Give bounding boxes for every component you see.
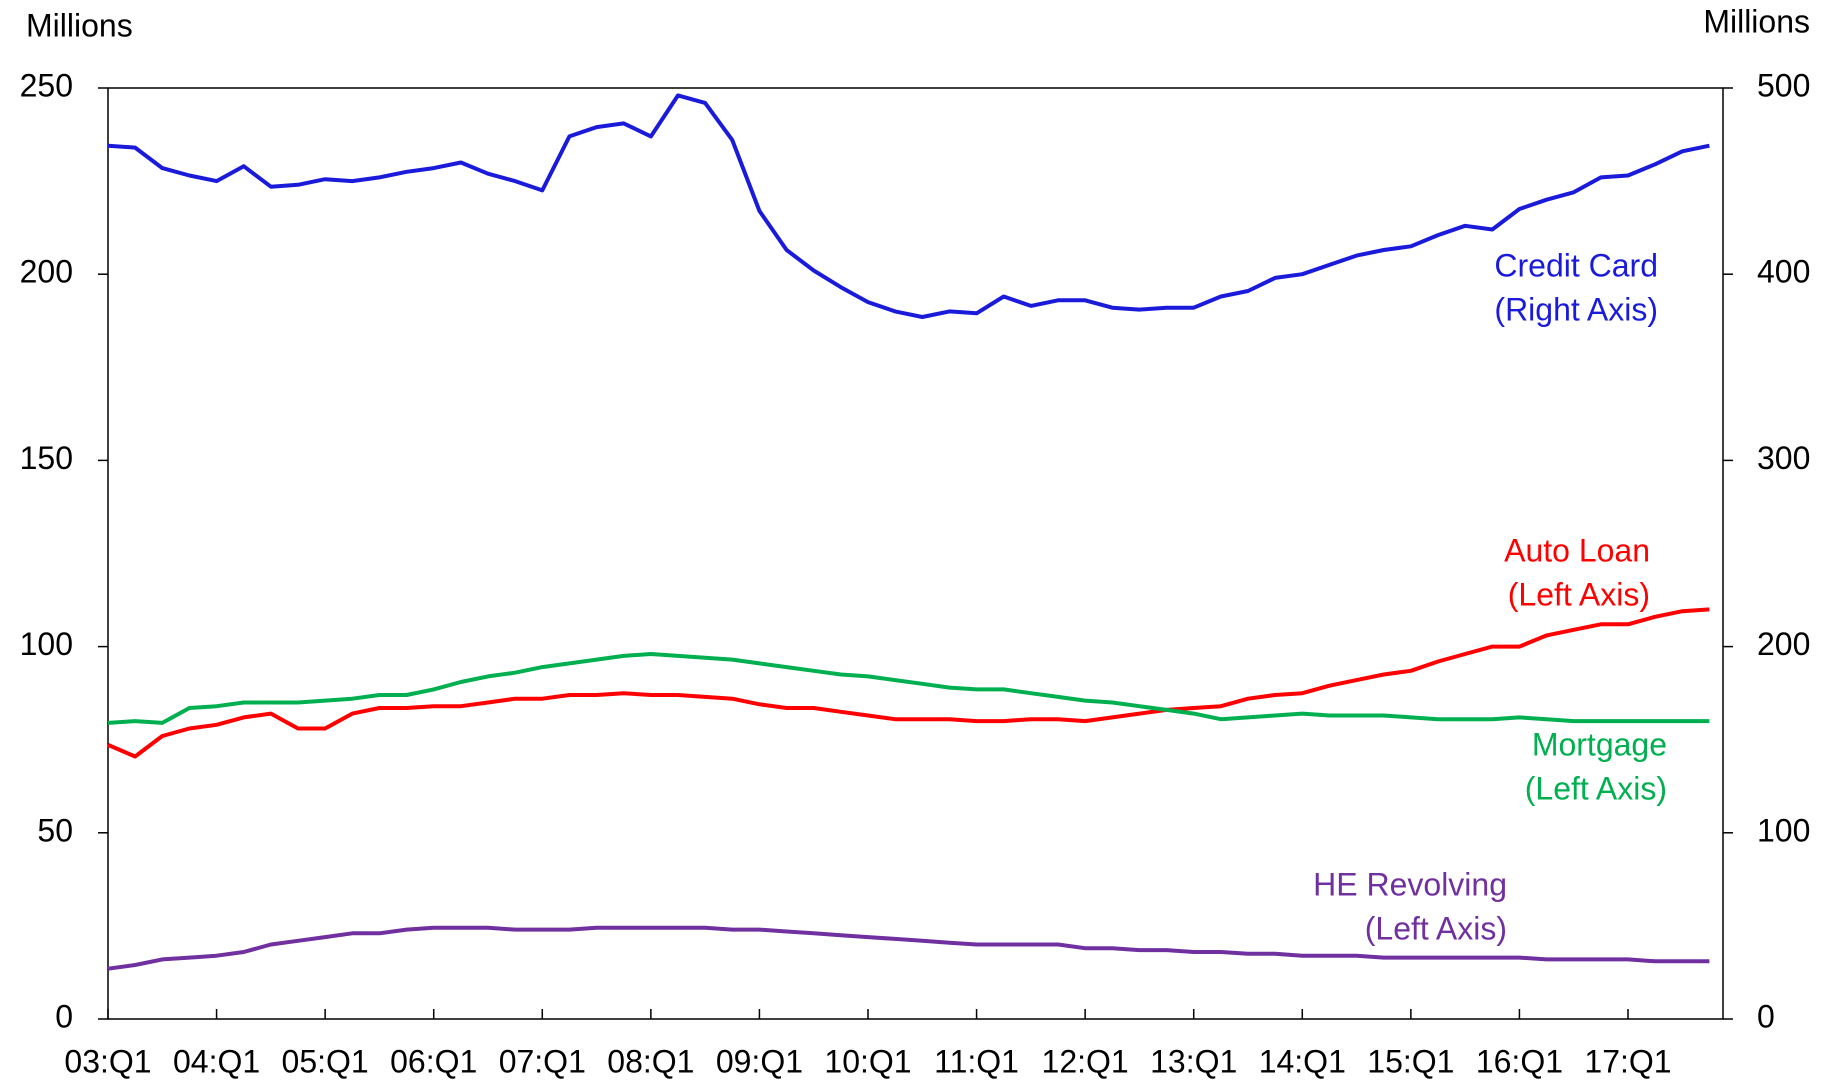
y2-tick-label: 400 <box>1757 254 1810 290</box>
x-tick-label: 10:Q1 <box>824 1043 911 1079</box>
y-tick-label: 0 <box>55 998 73 1034</box>
series-line <box>107 93 1710 319</box>
series-label: Auto Loan <box>1504 532 1650 568</box>
series-label: Mortgage <box>1532 726 1667 762</box>
x-tick-label: 14:Q1 <box>1259 1043 1346 1079</box>
y2-tick-label: 300 <box>1757 440 1810 476</box>
x-tick-label: 07:Q1 <box>499 1043 586 1079</box>
y2-tick-label: 100 <box>1757 812 1810 848</box>
y-axis-label: Millions <box>26 7 133 43</box>
x-tick-label: 05:Q1 <box>282 1043 369 1079</box>
plot-frame <box>107 87 1724 1020</box>
series-note: (Right Axis) <box>1494 291 1658 327</box>
y2-tick-label: 200 <box>1757 626 1810 662</box>
y2-axis-label: Millions <box>1703 3 1810 39</box>
x-tick-label: 03:Q1 <box>64 1043 151 1079</box>
x-tick-label: 15:Q1 <box>1367 1043 1454 1079</box>
y-tick-label: 50 <box>37 812 73 848</box>
x-tick-label: 12:Q1 <box>1042 1043 1129 1079</box>
series-note: (Left Axis) <box>1525 770 1667 806</box>
series-note: (Left Axis) <box>1508 576 1650 612</box>
series-note: (Left Axis) <box>1365 910 1507 946</box>
y2-tick-label: 500 <box>1757 67 1810 103</box>
x-tick-label: 16:Q1 <box>1476 1043 1563 1079</box>
y-tick-label: 250 <box>20 67 73 103</box>
x-tick-label: 08:Q1 <box>607 1043 694 1079</box>
x-tick-label: 04:Q1 <box>173 1043 260 1079</box>
y-tick-label: 200 <box>20 254 73 290</box>
series-line <box>107 607 1710 759</box>
x-tick-label: 06:Q1 <box>390 1043 477 1079</box>
y2-tick-label: 0 <box>1757 998 1775 1034</box>
series-line <box>107 925 1710 971</box>
series-line <box>107 652 1710 725</box>
x-tick-label: 17:Q1 <box>1584 1043 1671 1079</box>
x-tick-label: 11:Q1 <box>934 1043 1019 1079</box>
series-label: HE Revolving <box>1313 866 1507 902</box>
x-tick-label: 09:Q1 <box>716 1043 803 1079</box>
series-label: Credit Card <box>1494 247 1658 283</box>
y-tick-label: 150 <box>20 440 73 476</box>
y-tick-label: 100 <box>20 626 73 662</box>
x-tick-label: 13:Q1 <box>1150 1043 1237 1079</box>
